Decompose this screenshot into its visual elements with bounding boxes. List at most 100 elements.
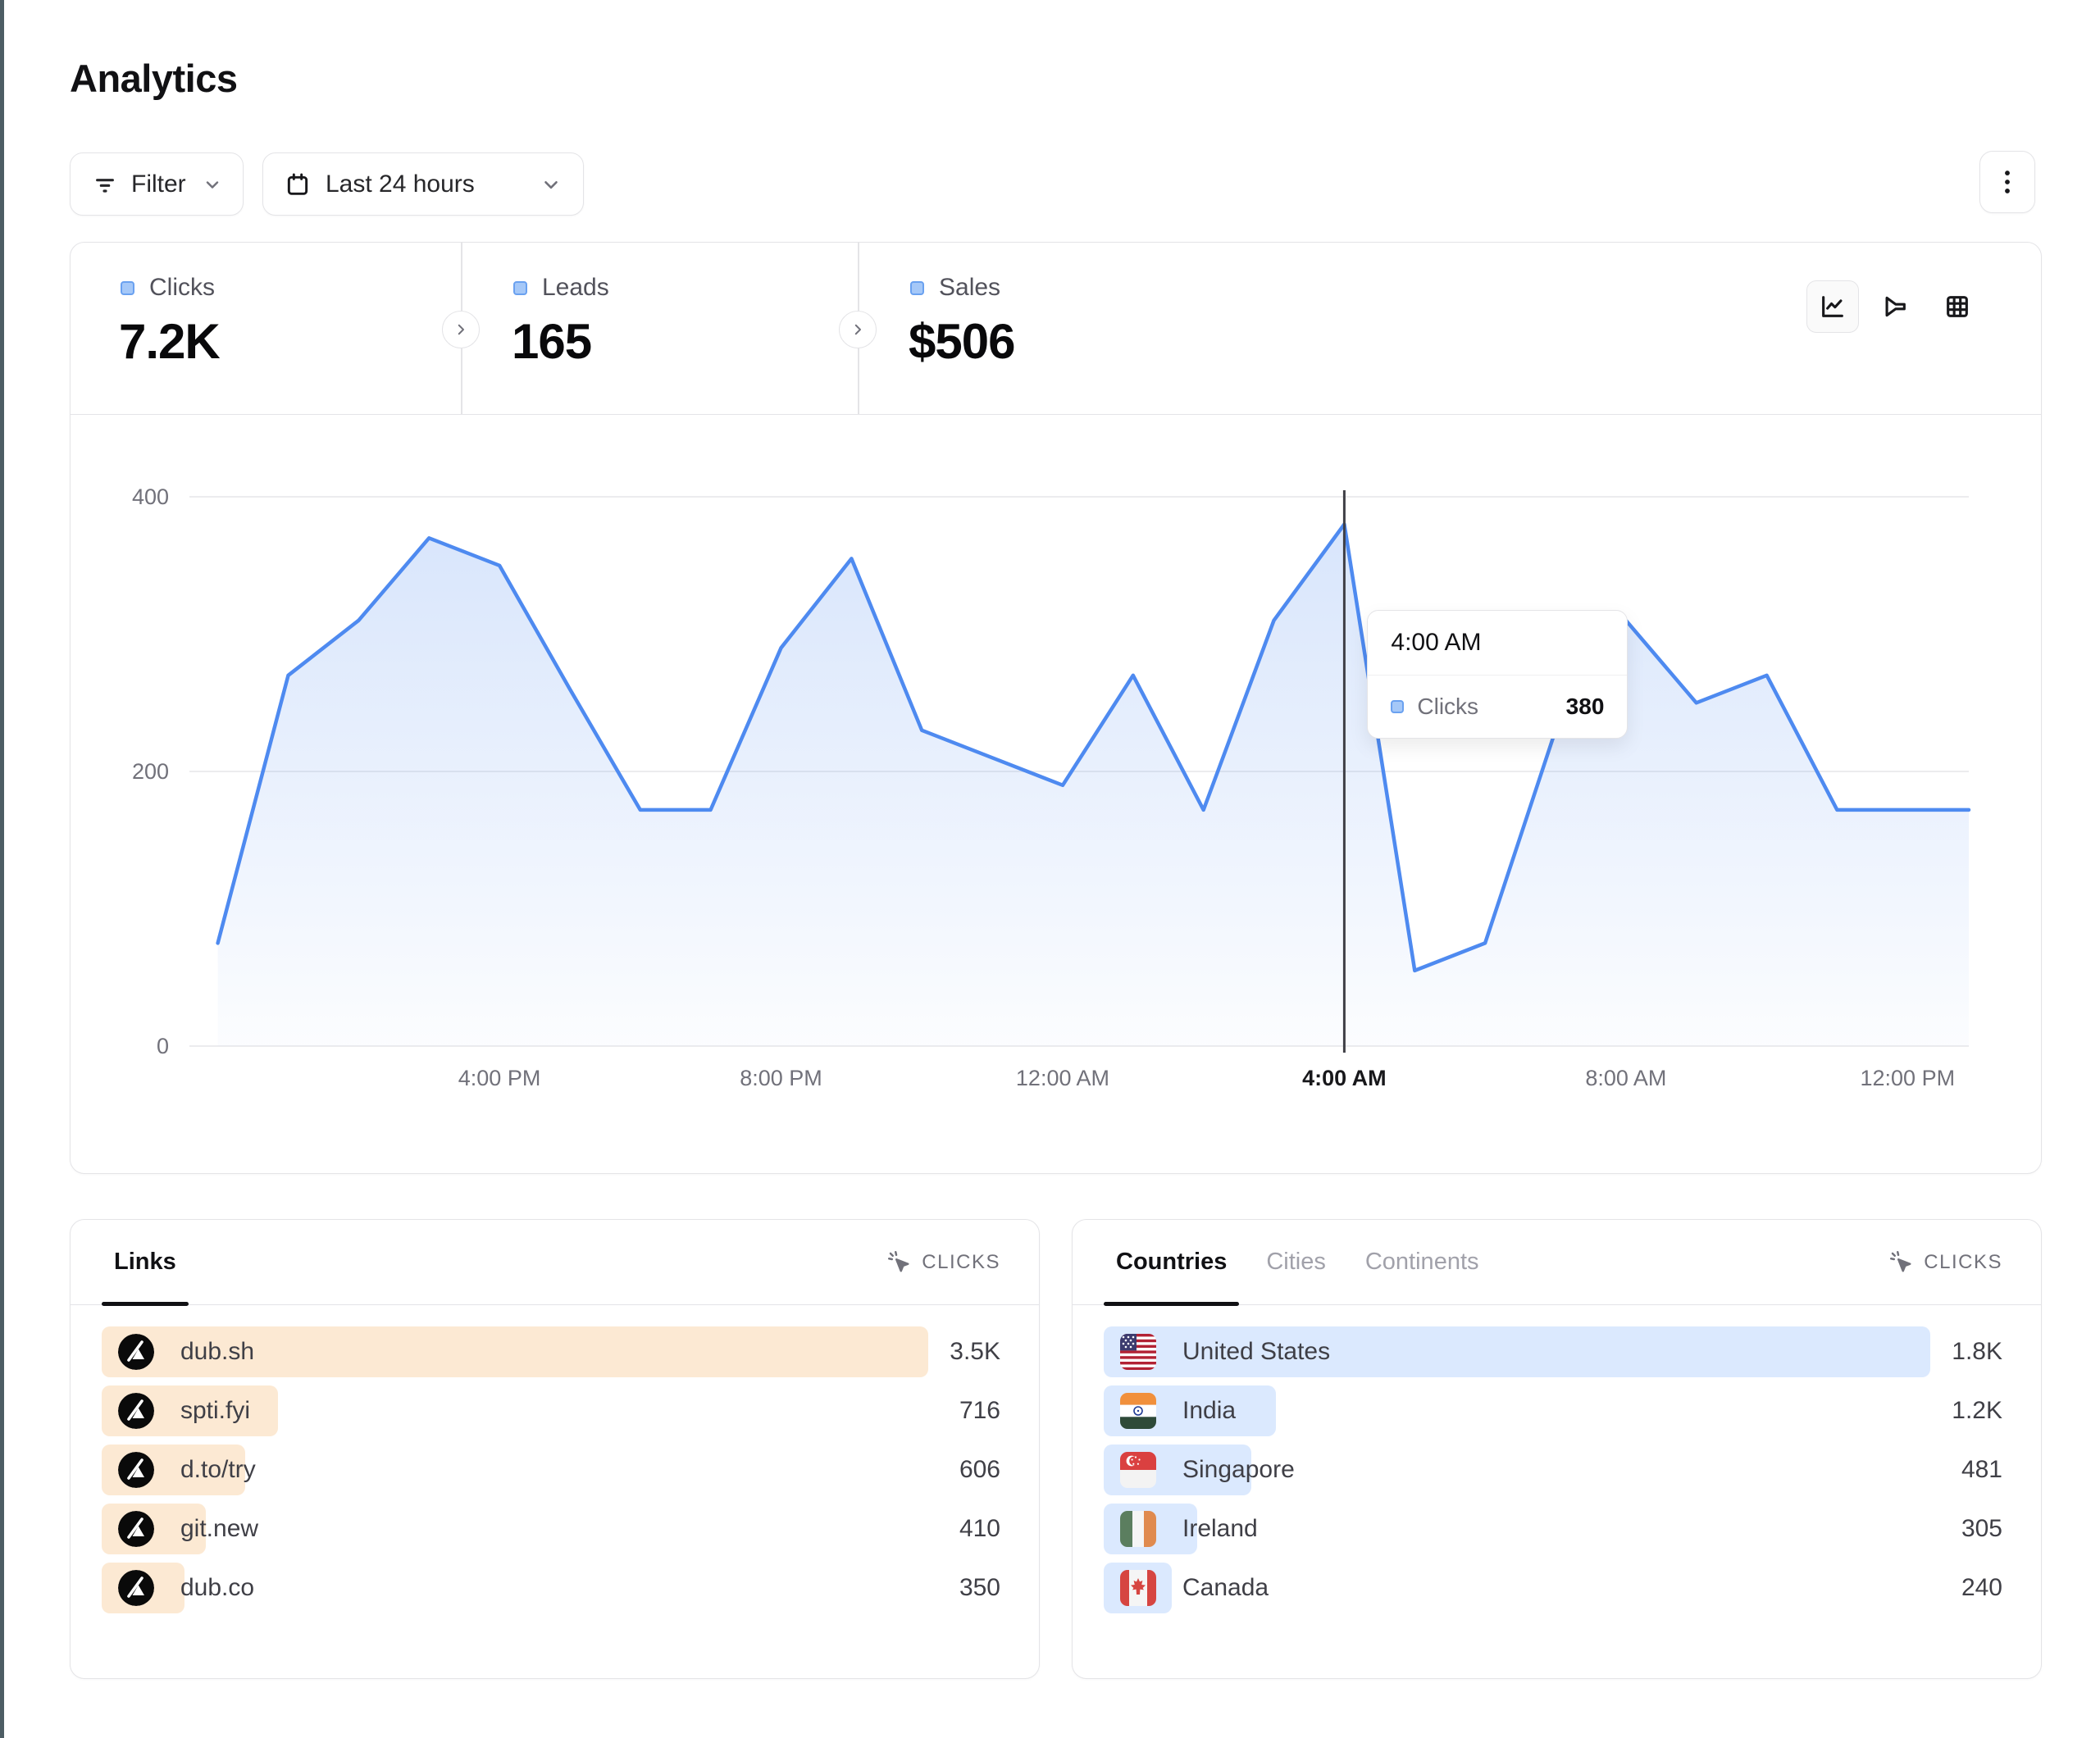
stat-label: Leads [542, 274, 609, 301]
link-favicon-icon [118, 1334, 154, 1370]
us-flag-icon [1120, 1334, 1156, 1370]
tab-cities[interactable]: Cities [1266, 1249, 1326, 1275]
row-label: dub.co [180, 1574, 255, 1601]
tooltip-series-label: Clicks [1417, 694, 1479, 719]
sg-flag-icon [1120, 1452, 1156, 1488]
line-chart-view-button[interactable] [1806, 280, 1859, 333]
date-range-label: Last 24 hours [326, 170, 475, 198]
clicks-area-fill [217, 524, 1969, 1046]
link-favicon-icon [118, 1570, 154, 1606]
cursor-click-icon [1889, 1250, 1914, 1275]
chart-tooltip: 4:00 AM Clicks 380 [1367, 610, 1629, 739]
more-options-button[interactable] [1979, 151, 2035, 213]
row-label: git.new [180, 1515, 259, 1542]
metric-label: CLICKS [1924, 1250, 2002, 1273]
calendar-icon [285, 171, 311, 198]
clicks-line-series [216, 522, 1971, 973]
line-chart-icon [1819, 293, 1847, 321]
tab-links[interactable]: Links [102, 1220, 189, 1306]
link-row-dub.sh[interactable]: dub.sh 3.5K [102, 1326, 1000, 1377]
in-flag-icon [1120, 1393, 1156, 1429]
country-row-india[interactable]: India 1.2K [1104, 1385, 2002, 1436]
stat-value: 7.2K [119, 314, 221, 369]
country-row-ireland[interactable]: Ireland 305 [1104, 1504, 2002, 1554]
row-label: Canada [1182, 1574, 1269, 1601]
countries-list: United States 1.8K India 1.2K Singapore 481 Ir… [1104, 1326, 2002, 1622]
row-label: United States [1182, 1338, 1331, 1365]
chart-view-switcher [1806, 280, 1984, 333]
tab-clicks[interactable]: Clicks 7.2K [71, 243, 461, 415]
row-label: Singapore [1182, 1456, 1295, 1483]
stat-label: Clicks [149, 274, 215, 301]
row-clicks-value: 481 [1961, 1456, 2002, 1483]
links-panel: Links CLICKS dub.sh 3.5K spti.fyi 716 d.to/t… [70, 1219, 1040, 1679]
tab-leads[interactable]: Leads 165 [461, 243, 858, 415]
chart-canvas: 0 200 400 4:00 PM 8:00 PM 12:00 AM 4:00 AM 8:00… [132, 485, 1971, 1090]
country-row-canada[interactable]: Canada 240 [1104, 1563, 2002, 1613]
link-row-dub.co[interactable]: dub.co 350 [102, 1563, 1000, 1613]
filter-icon [92, 171, 118, 198]
filter-button[interactable]: Filter [70, 152, 244, 216]
leads-legend-square-icon [513, 280, 527, 295]
chevron-down-icon [203, 175, 222, 194]
country-row-united-states[interactable]: United States 1.8K [1104, 1326, 2002, 1377]
link-favicon-icon [118, 1452, 154, 1488]
row-clicks-value: 606 [959, 1456, 1000, 1483]
row-label: d.to/try [180, 1456, 256, 1483]
countries-panel-header: Countries Cities Continents CLICKS [1073, 1220, 2041, 1306]
stat-value: $506 [909, 314, 1015, 369]
funnel-icon [1881, 293, 1909, 321]
table-view-button[interactable] [1931, 280, 1984, 333]
expand-sales-button[interactable] [839, 311, 877, 348]
tab-countries[interactable]: Countries [1103, 1220, 1240, 1306]
row-clicks-value: 305 [1961, 1515, 2002, 1542]
x-axis-tick-label: 4:00 PM [458, 1066, 541, 1090]
x-axis-tick-label: 12:00 AM [1016, 1066, 1109, 1090]
links-list: dub.sh 3.5K spti.fyi 716 d.to/try 606 git.new 4… [102, 1326, 1000, 1622]
kebab-vertical-icon [1995, 168, 2020, 196]
clicks-time-series-chart[interactable]: 0 200 400 4:00 PM 8:00 PM 12:00 AM 4:00 AM 8:00… [71, 415, 2041, 1173]
tab-continents[interactable]: Continents [1364, 1249, 1479, 1275]
tooltip-time: 4:00 AM [1368, 611, 1628, 676]
metric-label: CLICKS [922, 1250, 1000, 1273]
link-row-d.to/try[interactable]: d.to/try 606 [102, 1445, 1000, 1495]
ca-flag-icon [1120, 1570, 1156, 1606]
row-clicks-value: 350 [959, 1574, 1000, 1601]
tooltip-value: 380 [1565, 694, 1605, 719]
row-clicks-value: 410 [959, 1515, 1000, 1542]
link-favicon-icon [118, 1393, 154, 1429]
links-metric-header[interactable]: CLICKS [887, 1250, 1000, 1275]
row-clicks-value: 1.2K [1952, 1397, 2002, 1424]
row-label: spti.fyi [180, 1397, 251, 1424]
link-row-git.new[interactable]: git.new 410 [102, 1504, 1000, 1554]
date-range-button[interactable]: Last 24 hours [262, 152, 584, 216]
funnel-view-button[interactable] [1869, 280, 1921, 333]
link-row-spti.fyi[interactable]: spti.fyi 716 [102, 1385, 1000, 1436]
filter-label: Filter [131, 170, 186, 198]
row-clicks-value: 716 [959, 1397, 1000, 1424]
cursor-click-icon [887, 1250, 912, 1275]
link-favicon-icon [118, 1511, 154, 1547]
value-bar [1104, 1326, 1931, 1377]
clicks-legend-square-icon [1391, 700, 1405, 713]
row-clicks-value: 3.5K [950, 1338, 1000, 1365]
countries-metric-header[interactable]: CLICKS [1889, 1250, 2002, 1275]
sales-legend-square-icon [910, 280, 924, 295]
tab-sales[interactable]: Sales $506 [858, 243, 1255, 415]
ie-flag-icon [1120, 1511, 1156, 1547]
y-axis-tick-label: 0 [157, 1034, 169, 1058]
country-row-singapore[interactable]: Singapore 481 [1104, 1445, 2002, 1495]
x-axis-tick-label: 12:00 PM [1861, 1066, 1956, 1090]
stat-value: 165 [512, 314, 592, 369]
stat-label: Sales [939, 274, 1001, 301]
row-label: dub.sh [180, 1338, 255, 1365]
row-clicks-value: 240 [1961, 1574, 2002, 1601]
y-axis-tick-label: 400 [132, 485, 169, 509]
countries-panel: Countries Cities Continents CLICKS Unite… [1072, 1219, 2042, 1679]
clicks-legend-square-icon [121, 280, 134, 295]
row-label: India [1182, 1397, 1237, 1424]
expand-leads-button[interactable] [442, 311, 480, 348]
row-clicks-value: 1.8K [1952, 1338, 2002, 1365]
analytics-card: Clicks 7.2K Leads 165 Sales $506 [70, 242, 2042, 1174]
